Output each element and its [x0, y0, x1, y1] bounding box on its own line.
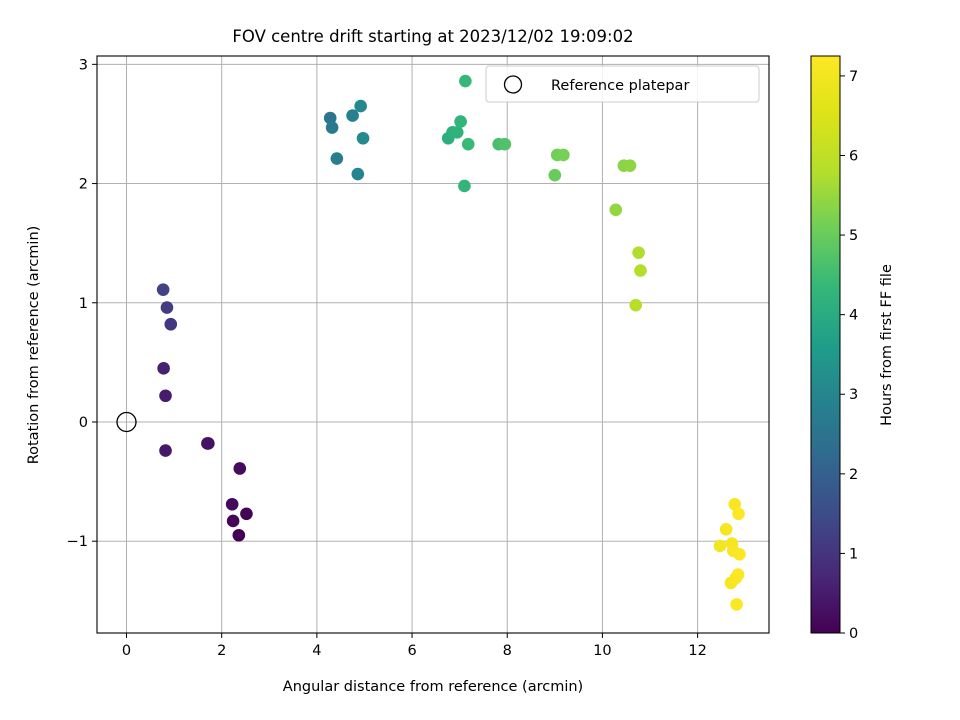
- data-point: [323, 111, 337, 125]
- x-tick-label: 4: [312, 643, 321, 659]
- data-point: [225, 497, 239, 511]
- data-point: [732, 507, 745, 521]
- data-point: [351, 167, 365, 181]
- x-ticks: 0 2 4 6 8 10 12: [122, 633, 707, 659]
- colorbar: 0 1 2 3 4 5 6 7 Hours from first FF file: [810, 55, 895, 642]
- y-tick-label: 0: [79, 415, 88, 431]
- y-tick-label: −1: [67, 534, 88, 550]
- x-tick-label: 10: [593, 643, 611, 659]
- scatter-points: [116, 74, 746, 611]
- data-point: [719, 522, 733, 536]
- legend-label: Reference platepar: [551, 78, 689, 94]
- colorbar-tick-label: 7: [849, 69, 858, 85]
- data-point: [733, 548, 746, 561]
- y-tick-label: 2: [79, 177, 88, 193]
- data-point: [450, 125, 464, 139]
- y-tick-label: 3: [79, 57, 88, 73]
- grid: [97, 56, 769, 633]
- data-point: [623, 159, 637, 172]
- reference-platepar-marker: [116, 411, 137, 433]
- colorbar-ticks: 0 1 2 3 4 5 6 7: [840, 69, 858, 642]
- y-tick-label: 1: [79, 296, 88, 312]
- colorbar-tick-label: 0: [849, 626, 858, 642]
- data-point: [156, 283, 170, 296]
- data-point: [461, 137, 475, 151]
- x-tick-label: 8: [503, 643, 512, 659]
- data-point: [548, 168, 562, 182]
- data-point: [354, 99, 367, 113]
- data-point: [240, 507, 253, 521]
- data-point: [629, 298, 643, 312]
- y-ticks: −1 0 1 2 3: [67, 57, 97, 550]
- data-point: [731, 568, 745, 581]
- data-point: [609, 203, 623, 217]
- colorbar-tick-label: 3: [849, 387, 858, 403]
- data-point: [728, 497, 742, 511]
- data-point: [459, 74, 472, 88]
- data-point: [233, 462, 247, 475]
- legend-box: [485, 65, 760, 103]
- colorbar-tick-label: 2: [849, 467, 858, 483]
- x-tick-label: 0: [122, 643, 131, 659]
- data-point: [557, 148, 570, 162]
- data-point: [226, 514, 240, 528]
- data-point: [498, 137, 512, 151]
- colorbar-tick-label: 4: [849, 308, 858, 324]
- data-point: [157, 362, 170, 375]
- x-tick-label: 2: [217, 643, 226, 659]
- legend: Reference platepar: [485, 65, 760, 103]
- axes: [96, 55, 770, 634]
- data-point: [632, 246, 645, 260]
- data-point: [458, 179, 471, 193]
- data-point: [325, 121, 339, 134]
- legend-reference-marker: [503, 75, 523, 94]
- colorbar-gradient: [810, 55, 841, 634]
- data-point: [159, 389, 172, 403]
- data-point: [356, 131, 370, 145]
- colorbar-tick-label: 6: [849, 148, 858, 164]
- colorbar-label: Hours from first FF file: [879, 264, 895, 426]
- plot-frame: [96, 55, 770, 634]
- data-point: [159, 444, 172, 457]
- colorbar-tick-label: 1: [849, 546, 858, 562]
- data-point: [160, 301, 174, 314]
- data-point: [634, 264, 647, 277]
- y-axis-label: Rotation from reference (arcmin): [26, 226, 42, 465]
- data-point: [330, 152, 344, 165]
- x-tick-label: 12: [688, 643, 706, 659]
- data-point: [730, 598, 743, 611]
- data-point: [232, 528, 246, 542]
- data-point: [164, 317, 178, 331]
- x-tick-label: 6: [407, 643, 416, 659]
- data-point: [454, 115, 467, 128]
- chart-title: FOV centre drift starting at 2023/12/02 …: [232, 27, 633, 46]
- colorbar-tick-label: 5: [849, 228, 858, 244]
- x-axis-label: Angular distance from reference (arcmin): [283, 679, 583, 695]
- data-point: [202, 437, 215, 450]
- data-point: [346, 109, 359, 122]
- data-point: [713, 539, 727, 553]
